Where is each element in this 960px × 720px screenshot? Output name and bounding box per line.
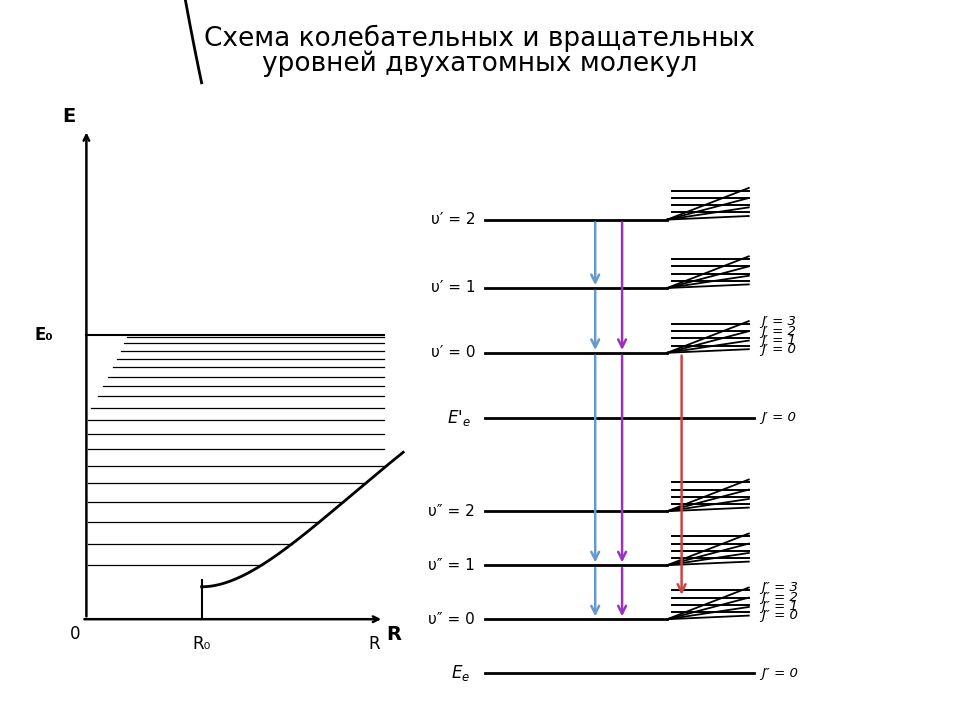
- Text: Схема колебательных и вращательных: Схема колебательных и вращательных: [204, 25, 756, 53]
- Text: υ′ = 2: υ′ = 2: [431, 212, 475, 227]
- Text: J″ = 3: J″ = 3: [761, 581, 798, 594]
- Text: J′ = 1: J′ = 1: [761, 334, 796, 347]
- Text: υ″ = 0: υ″ = 0: [428, 612, 475, 626]
- Text: E₀: E₀: [35, 325, 53, 343]
- Text: E$_e$: E$_e$: [451, 663, 470, 683]
- Text: J′ = 0: J′ = 0: [761, 343, 796, 356]
- Text: J″ = 1: J″ = 1: [761, 600, 798, 613]
- Text: J′ = 2: J′ = 2: [761, 325, 796, 338]
- Text: R: R: [369, 635, 380, 653]
- Text: уровней двухатомных молекул: уровней двухатомных молекул: [262, 50, 698, 77]
- Text: υ′ = 0: υ′ = 0: [431, 346, 475, 360]
- Text: E: E: [62, 107, 76, 126]
- Text: R: R: [386, 625, 401, 644]
- Text: J″ = 0: J″ = 0: [761, 667, 798, 680]
- Text: υ″ = 2: υ″ = 2: [428, 504, 475, 518]
- Text: J′ = 0: J′ = 0: [761, 411, 796, 424]
- Text: J″ = 0: J″ = 0: [761, 609, 798, 622]
- Text: υ′ = 1: υ′ = 1: [431, 281, 475, 295]
- Text: E'$_e$: E'$_e$: [446, 408, 470, 428]
- Text: R₀: R₀: [192, 635, 211, 653]
- Text: J′ = 3: J′ = 3: [761, 315, 796, 328]
- Text: J″ = 2: J″ = 2: [761, 591, 798, 604]
- Text: 0: 0: [70, 625, 80, 643]
- Text: υ″ = 1: υ″ = 1: [428, 558, 475, 572]
